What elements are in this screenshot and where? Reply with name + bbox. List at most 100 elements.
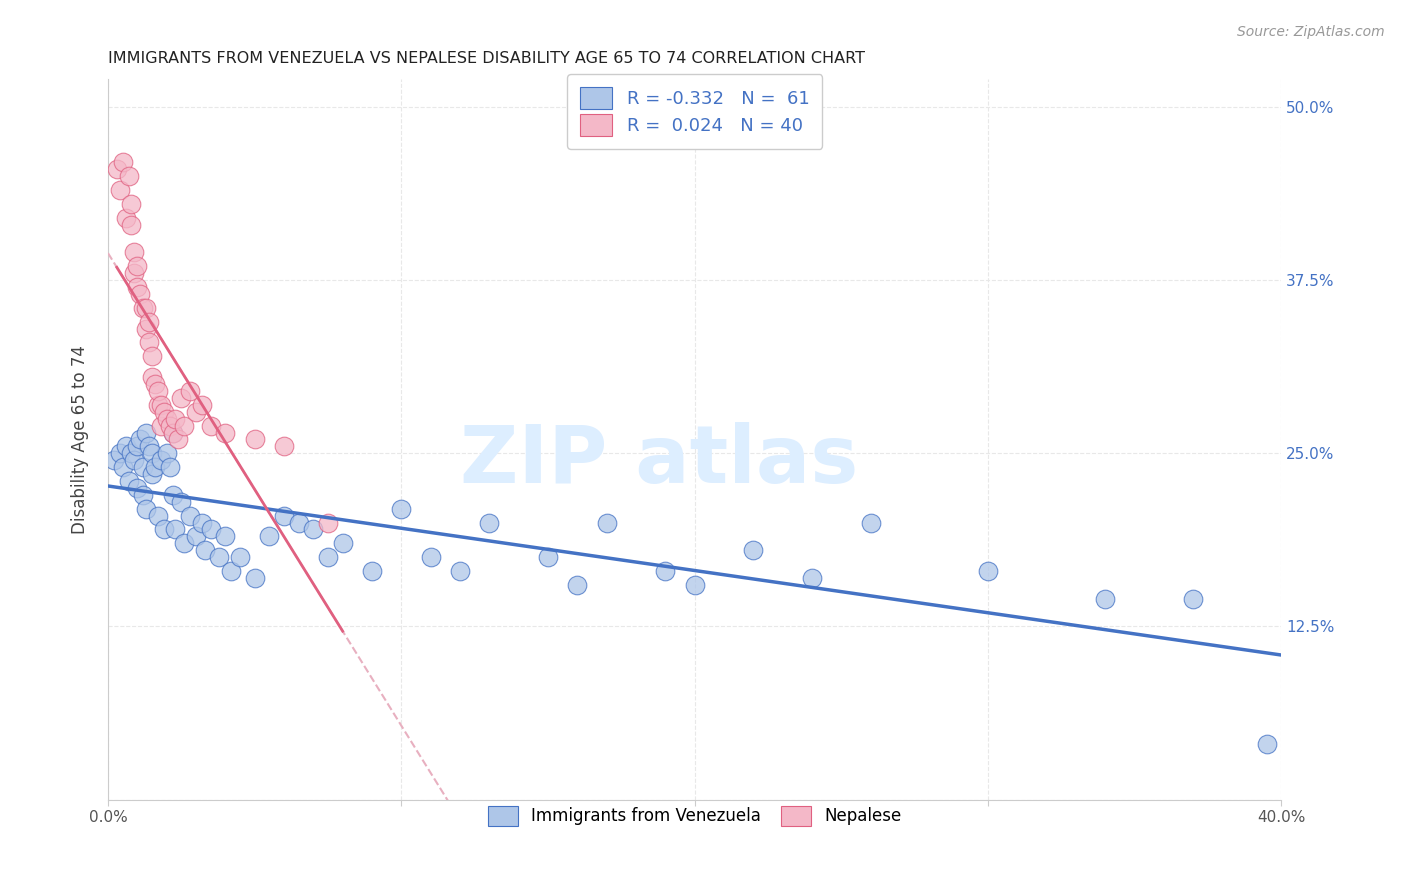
Point: [108, 183, 131, 197]
Point: [1256, 737, 1278, 751]
Point: [103, 453, 125, 467]
Point: [273, 439, 295, 453]
Point: [129, 433, 152, 447]
Point: [120, 218, 142, 232]
Point: [165, 411, 187, 425]
Point: [114, 211, 136, 225]
Point: [316, 516, 339, 530]
Point: [138, 439, 160, 453]
Point: [173, 418, 195, 433]
Point: [214, 529, 236, 543]
Point: [170, 391, 193, 405]
Point: [259, 529, 281, 543]
Point: [243, 571, 266, 585]
Point: [389, 501, 412, 516]
Point: [127, 481, 149, 495]
Point: [173, 536, 195, 550]
Point: [149, 398, 172, 412]
Point: [184, 405, 207, 419]
Point: [170, 495, 193, 509]
Point: [143, 377, 166, 392]
Point: [1182, 591, 1205, 606]
Point: [214, 425, 236, 440]
Point: [124, 266, 146, 280]
Point: [132, 301, 155, 315]
Point: [165, 523, 187, 537]
Point: [229, 550, 252, 565]
Point: [273, 508, 295, 523]
Point: [135, 321, 157, 335]
Point: [191, 516, 214, 530]
Point: [683, 578, 706, 592]
Point: [208, 550, 231, 565]
Point: [537, 550, 560, 565]
Point: [159, 460, 181, 475]
Point: [141, 370, 163, 384]
Point: [124, 453, 146, 467]
Point: [742, 543, 765, 558]
Point: [243, 433, 266, 447]
Legend: Immigrants from Venezuela, Nepalese: Immigrants from Venezuela, Nepalese: [479, 797, 910, 834]
Point: [152, 405, 174, 419]
Point: [332, 536, 354, 550]
Point: [120, 197, 142, 211]
Point: [141, 467, 163, 481]
Point: [162, 488, 184, 502]
Point: [179, 508, 201, 523]
Text: ZIP atlas: ZIP atlas: [460, 422, 859, 500]
Point: [567, 578, 589, 592]
Text: IMMIGRANTS FROM VENEZUELA VS NEPALESE DISABILITY AGE 65 TO 74 CORRELATION CHART: IMMIGRANTS FROM VENEZUELA VS NEPALESE DI…: [108, 51, 865, 66]
Point: [124, 245, 146, 260]
Point: [859, 516, 882, 530]
Point: [219, 564, 242, 578]
Point: [595, 516, 617, 530]
Point: [478, 516, 501, 530]
Point: [977, 564, 1000, 578]
Point: [135, 425, 157, 440]
Point: [179, 384, 201, 398]
Point: [162, 425, 184, 440]
Point: [200, 523, 222, 537]
Point: [135, 301, 157, 315]
Point: [654, 564, 676, 578]
Point: [132, 460, 155, 475]
Point: [449, 564, 471, 578]
Point: [127, 280, 149, 294]
Point: [194, 543, 217, 558]
Point: [159, 418, 181, 433]
Point: [129, 287, 152, 301]
Point: [141, 446, 163, 460]
Point: [120, 446, 142, 460]
Point: [108, 446, 131, 460]
Point: [316, 550, 339, 565]
Point: [127, 260, 149, 274]
Point: [114, 439, 136, 453]
Point: [149, 453, 172, 467]
Point: [167, 433, 190, 447]
Y-axis label: Disability Age 65 to 74: Disability Age 65 to 74: [72, 345, 89, 534]
Point: [135, 501, 157, 516]
Point: [146, 384, 169, 398]
Point: [132, 488, 155, 502]
Point: [162, 425, 184, 440]
Point: [149, 418, 172, 433]
Point: [111, 155, 134, 169]
Point: [191, 398, 214, 412]
Point: [419, 550, 441, 565]
Point: [801, 571, 824, 585]
Point: [138, 335, 160, 350]
Point: [287, 516, 309, 530]
Point: [117, 474, 139, 488]
Point: [146, 398, 169, 412]
Point: [146, 508, 169, 523]
Point: [141, 349, 163, 363]
Point: [361, 564, 384, 578]
Point: [156, 446, 179, 460]
Point: [1094, 591, 1116, 606]
Point: [184, 529, 207, 543]
Point: [127, 439, 149, 453]
Point: [105, 162, 128, 177]
Point: [143, 460, 166, 475]
Point: [152, 523, 174, 537]
Point: [302, 523, 325, 537]
